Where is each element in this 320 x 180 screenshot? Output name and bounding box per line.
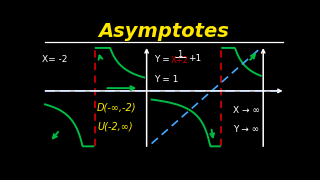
Text: +1: +1 [188, 54, 202, 63]
Text: Y =: Y = [154, 55, 170, 64]
Text: X= -2: X= -2 [43, 55, 68, 64]
Text: U(-2,∞): U(-2,∞) [97, 122, 133, 132]
Text: Asymptotes: Asymptotes [99, 22, 229, 42]
Text: X → ∞: X → ∞ [234, 106, 260, 115]
Text: Y → ∞: Y → ∞ [234, 125, 260, 134]
Text: D(-∞,-2): D(-∞,-2) [97, 103, 137, 112]
Text: 1: 1 [178, 50, 183, 59]
Text: X+2: X+2 [171, 56, 189, 65]
Text: Y = 1: Y = 1 [154, 75, 179, 84]
